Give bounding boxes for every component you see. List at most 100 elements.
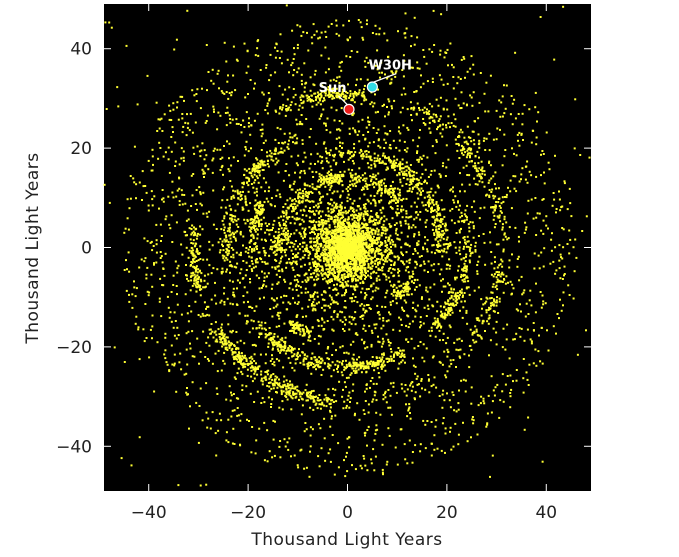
star-point <box>496 288 499 291</box>
star-point <box>370 360 373 363</box>
star-point <box>328 226 331 229</box>
star-point <box>270 197 273 200</box>
star-point <box>351 228 354 230</box>
star-point <box>466 276 469 279</box>
star-point <box>466 235 469 238</box>
star-point <box>321 210 324 213</box>
star-point <box>371 215 374 218</box>
star-point <box>287 239 290 241</box>
star-point <box>304 291 307 294</box>
star-point <box>434 323 437 326</box>
star-point <box>330 239 333 242</box>
star-point <box>348 363 351 365</box>
star-point <box>469 154 471 157</box>
star-point <box>385 357 388 360</box>
star-point <box>271 348 274 351</box>
star-point <box>405 286 408 289</box>
star-point <box>378 356 381 359</box>
star-point <box>384 189 387 192</box>
star-point <box>326 255 329 258</box>
star-point <box>361 222 363 225</box>
star-point <box>388 202 391 205</box>
star-point <box>467 148 470 151</box>
star-point <box>318 403 321 406</box>
star-point <box>319 259 322 262</box>
star-point <box>262 163 265 166</box>
star-point <box>252 224 255 227</box>
star-point <box>338 120 341 122</box>
star-point <box>264 164 267 167</box>
star-point <box>360 230 363 233</box>
star-point <box>390 260 393 263</box>
star-point <box>369 308 372 310</box>
star-point <box>292 141 294 144</box>
star-point <box>322 230 325 233</box>
star-point <box>393 199 396 202</box>
star-point <box>459 149 462 152</box>
star-point <box>362 241 365 244</box>
star-point <box>368 218 371 221</box>
star-point <box>411 270 414 273</box>
star-point <box>311 352 314 355</box>
star-point <box>437 209 440 211</box>
star-point <box>323 272 326 275</box>
star-point <box>256 171 259 173</box>
star-point <box>336 216 339 219</box>
star-point <box>307 362 310 365</box>
star-point <box>434 221 436 224</box>
star-point <box>426 195 429 198</box>
star-point <box>250 319 253 322</box>
star-point <box>440 218 442 221</box>
star-point <box>378 245 381 248</box>
star-point <box>285 393 288 396</box>
star-point <box>428 127 431 130</box>
star-point <box>337 92 340 95</box>
star-point <box>325 248 328 251</box>
star-point <box>365 232 367 235</box>
star-point <box>274 163 277 166</box>
star-point <box>302 197 305 200</box>
star-point <box>381 160 384 163</box>
star-point <box>406 178 409 181</box>
star-point <box>430 211 433 214</box>
star-point <box>451 208 454 210</box>
star-point <box>384 244 387 247</box>
star-point <box>345 212 348 215</box>
star-point <box>362 215 365 218</box>
star-point <box>410 226 413 229</box>
star-point <box>374 223 376 226</box>
star-point <box>351 202 354 205</box>
star-point <box>264 251 267 254</box>
star-point <box>387 239 390 242</box>
star-point <box>244 314 247 317</box>
star-point <box>260 332 263 335</box>
star-point <box>333 97 336 100</box>
star-point <box>379 146 382 149</box>
star-point <box>367 304 370 306</box>
star-point <box>375 247 378 250</box>
star-point <box>318 210 321 213</box>
star-point <box>336 231 339 234</box>
star-point <box>474 250 477 253</box>
star-point <box>346 200 349 203</box>
star-point <box>345 289 347 292</box>
star-point <box>304 233 307 236</box>
star-point <box>263 272 266 275</box>
star-point <box>284 254 287 257</box>
star-point <box>382 182 385 185</box>
star-point <box>350 372 353 375</box>
star-point <box>358 151 361 154</box>
star-point <box>350 175 353 178</box>
star-point <box>291 266 294 269</box>
star-point <box>190 279 193 282</box>
star-point <box>384 260 386 263</box>
star-point <box>432 322 435 325</box>
star-point <box>376 263 379 266</box>
star-point <box>323 362 326 365</box>
star-point <box>396 291 399 293</box>
star-point <box>389 161 392 164</box>
star-point <box>430 198 433 201</box>
star-point <box>349 242 352 245</box>
star-point <box>227 252 230 255</box>
star-point <box>326 246 329 249</box>
